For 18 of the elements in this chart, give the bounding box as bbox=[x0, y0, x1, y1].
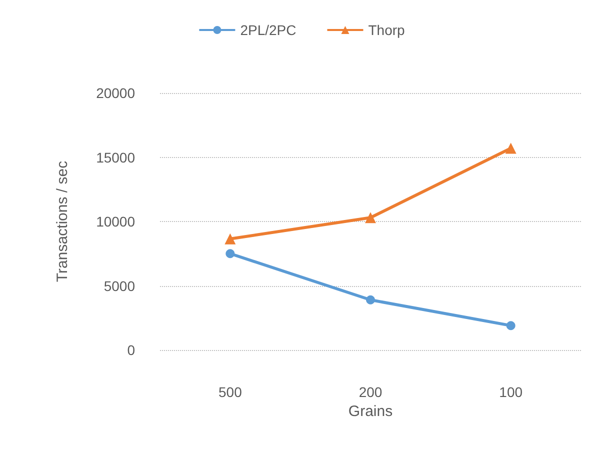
y-tick-label: 15000 bbox=[96, 149, 136, 166]
point bbox=[506, 321, 516, 330]
x-axis-title: Grains bbox=[348, 402, 393, 420]
legend-label: 2PL/2PC bbox=[240, 22, 296, 38]
y-tick-label: 20000 bbox=[96, 85, 136, 101]
x-tick-label: 200 bbox=[358, 384, 382, 400]
y-tick-label: 0 bbox=[127, 342, 136, 358]
y-axis-title: Transactions / sec bbox=[54, 160, 71, 282]
x-tick-label: 100 bbox=[499, 384, 523, 400]
point bbox=[365, 212, 376, 224]
point bbox=[224, 233, 236, 244]
y-tick-label: 5000 bbox=[104, 278, 136, 294]
x-tick-label: 500 bbox=[218, 384, 242, 400]
legend-label: Thorp bbox=[368, 22, 406, 38]
point bbox=[226, 249, 235, 258]
point bbox=[366, 295, 375, 304]
point bbox=[505, 142, 516, 154]
y-tick-label: 10000 bbox=[96, 214, 136, 230]
